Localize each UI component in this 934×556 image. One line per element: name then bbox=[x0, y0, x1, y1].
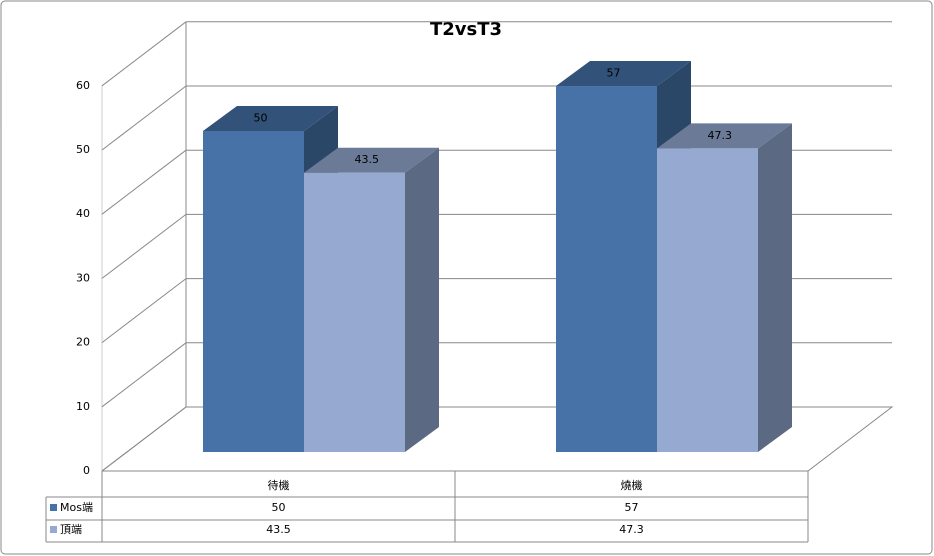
table-cell: 50 bbox=[272, 501, 286, 514]
y-tick-label: 10 bbox=[76, 400, 90, 413]
bar bbox=[203, 131, 304, 452]
legend-swatch bbox=[50, 526, 57, 533]
data-label: 57 bbox=[607, 67, 621, 80]
table-cell: 57 bbox=[625, 501, 639, 514]
x-tick-label: 待機 bbox=[268, 478, 290, 492]
bar-top bbox=[657, 123, 792, 149]
table-cell: 43.5 bbox=[266, 523, 291, 536]
bar-top bbox=[556, 61, 691, 87]
x-tick-label: 燒機 bbox=[621, 478, 643, 492]
legend-swatch bbox=[50, 504, 57, 511]
grid-line bbox=[101, 342, 187, 408]
chart-title: T2vsT3 bbox=[430, 19, 502, 40]
y-tick-label: 60 bbox=[76, 79, 90, 92]
bar-side bbox=[758, 123, 792, 453]
legend-label: 頂端 bbox=[60, 523, 82, 536]
table-cell: 47.3 bbox=[619, 523, 644, 536]
bar bbox=[556, 86, 657, 452]
y-tick-label: 20 bbox=[76, 336, 90, 349]
bar-side bbox=[405, 147, 439, 453]
bar-top bbox=[304, 147, 439, 173]
grid-line bbox=[101, 85, 187, 151]
data-label: 47.3 bbox=[708, 129, 733, 142]
grid-line bbox=[101, 278, 187, 343]
y-tick-label: 40 bbox=[76, 207, 90, 220]
bar bbox=[657, 148, 758, 453]
y-tick-label: 30 bbox=[76, 271, 90, 284]
data-label: 43.5 bbox=[355, 153, 380, 166]
y-tick-label: 0 bbox=[83, 464, 90, 477]
bar-top bbox=[203, 106, 338, 131]
data-table bbox=[45, 471, 809, 543]
grid-line bbox=[101, 21, 187, 87]
grid-line bbox=[101, 149, 187, 215]
grid-line bbox=[101, 406, 187, 472]
legend-label: Mos端 bbox=[60, 501, 93, 514]
bar bbox=[304, 172, 405, 453]
y-tick-label: 50 bbox=[76, 143, 90, 156]
grid-line bbox=[101, 214, 187, 279]
data-label: 50 bbox=[254, 112, 268, 125]
